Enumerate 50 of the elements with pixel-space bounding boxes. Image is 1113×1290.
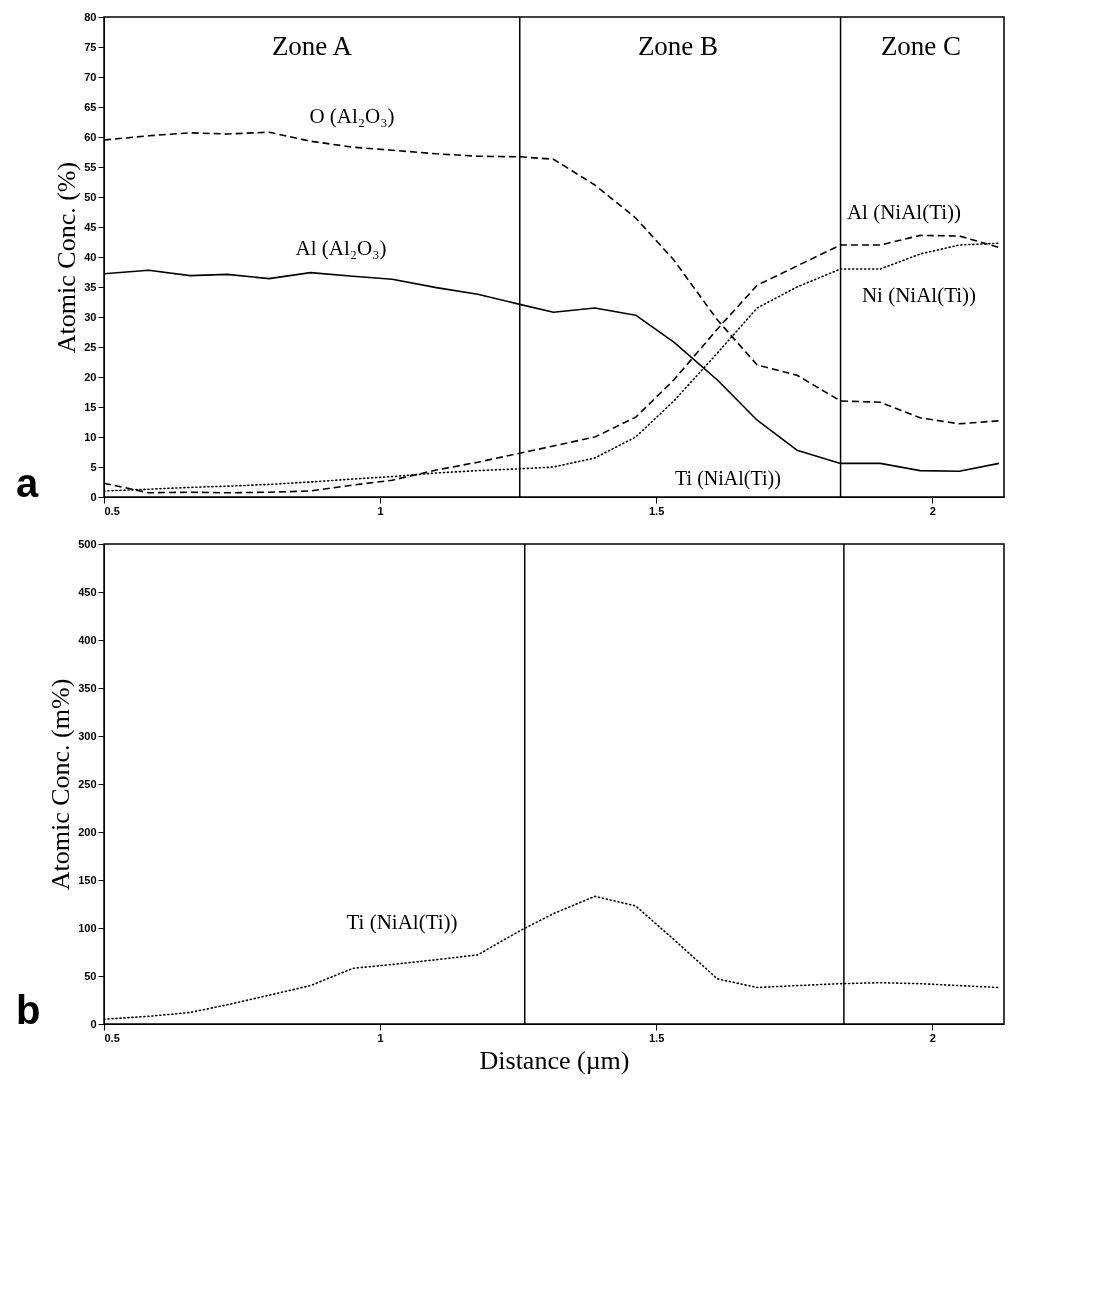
y-tick-label: 50 [84,969,97,982]
y-tick-label: 100 [78,921,97,934]
y-tick-label: 300 [78,729,97,742]
y-tick-label: 60 [84,130,97,143]
y-tick-label: 25 [84,340,97,353]
y-tick-label: 0 [90,490,97,503]
y-tick-label: 450 [78,585,97,598]
x-tick-label: 2 [929,1031,936,1044]
series-label: Ti (NiAl(Ti)) [346,910,458,934]
y-tick-label: 75 [84,40,97,53]
y-tick-label: 5 [90,460,97,473]
x-tick-label: 0.5 [104,504,120,517]
y-tick-label: 20 [84,370,97,383]
x-tick-label: 1.5 [649,1031,665,1044]
y-tick-label: 15 [84,400,97,413]
x-tick-label: 1 [377,504,384,517]
annotation: Zone B [637,31,719,61]
y-tick-label: 250 [78,777,97,790]
y-tick-label: 10 [84,430,97,443]
series-label: Ni (NiAl(Ti)) [861,283,977,307]
x-tick-label: 2 [929,504,936,517]
y-axis-title: Atomic Conc. (%) [52,161,82,354]
y-tick-label: 500 [78,537,97,550]
y-axis-title: Atomic Conc. (m%) [46,678,76,891]
y-tick-label: 200 [78,825,97,838]
y-tick-label: 55 [84,160,97,173]
y-tick-label: 350 [78,681,97,694]
y-tick-label: 45 [84,220,97,233]
y-tick-label: 50 [84,190,97,203]
y-tick-label: 30 [84,310,97,323]
series-label: Al (NiAl(Ti)) [846,200,962,224]
x-axis-title: Distance (µm) [479,1045,630,1075]
x-tick-label: 1 [377,1031,384,1044]
y-tick-label: 65 [84,100,97,113]
text: a [16,461,39,505]
text: b [16,988,41,1032]
annotation: Zone A [271,31,353,61]
y-tick-label: 40 [84,250,97,263]
y-tick-label: 70 [84,70,97,83]
y-tick-label: 400 [78,633,97,646]
series-label: Al (Al₂O₃) [295,236,387,260]
y-tick-label: 35 [84,280,97,293]
y-tick-label: 80 [84,10,97,23]
x-tick-label: 0.5 [104,1031,120,1044]
annotation: Ti (NiAl(Ti)) [675,467,781,490]
y-tick-label: 0 [90,1017,97,1030]
y-tick-label: 150 [78,873,97,886]
series-label: O (Al₂O₃) [309,104,395,128]
annotation: Zone C [880,31,962,61]
x-tick-label: 1.5 [649,504,665,517]
